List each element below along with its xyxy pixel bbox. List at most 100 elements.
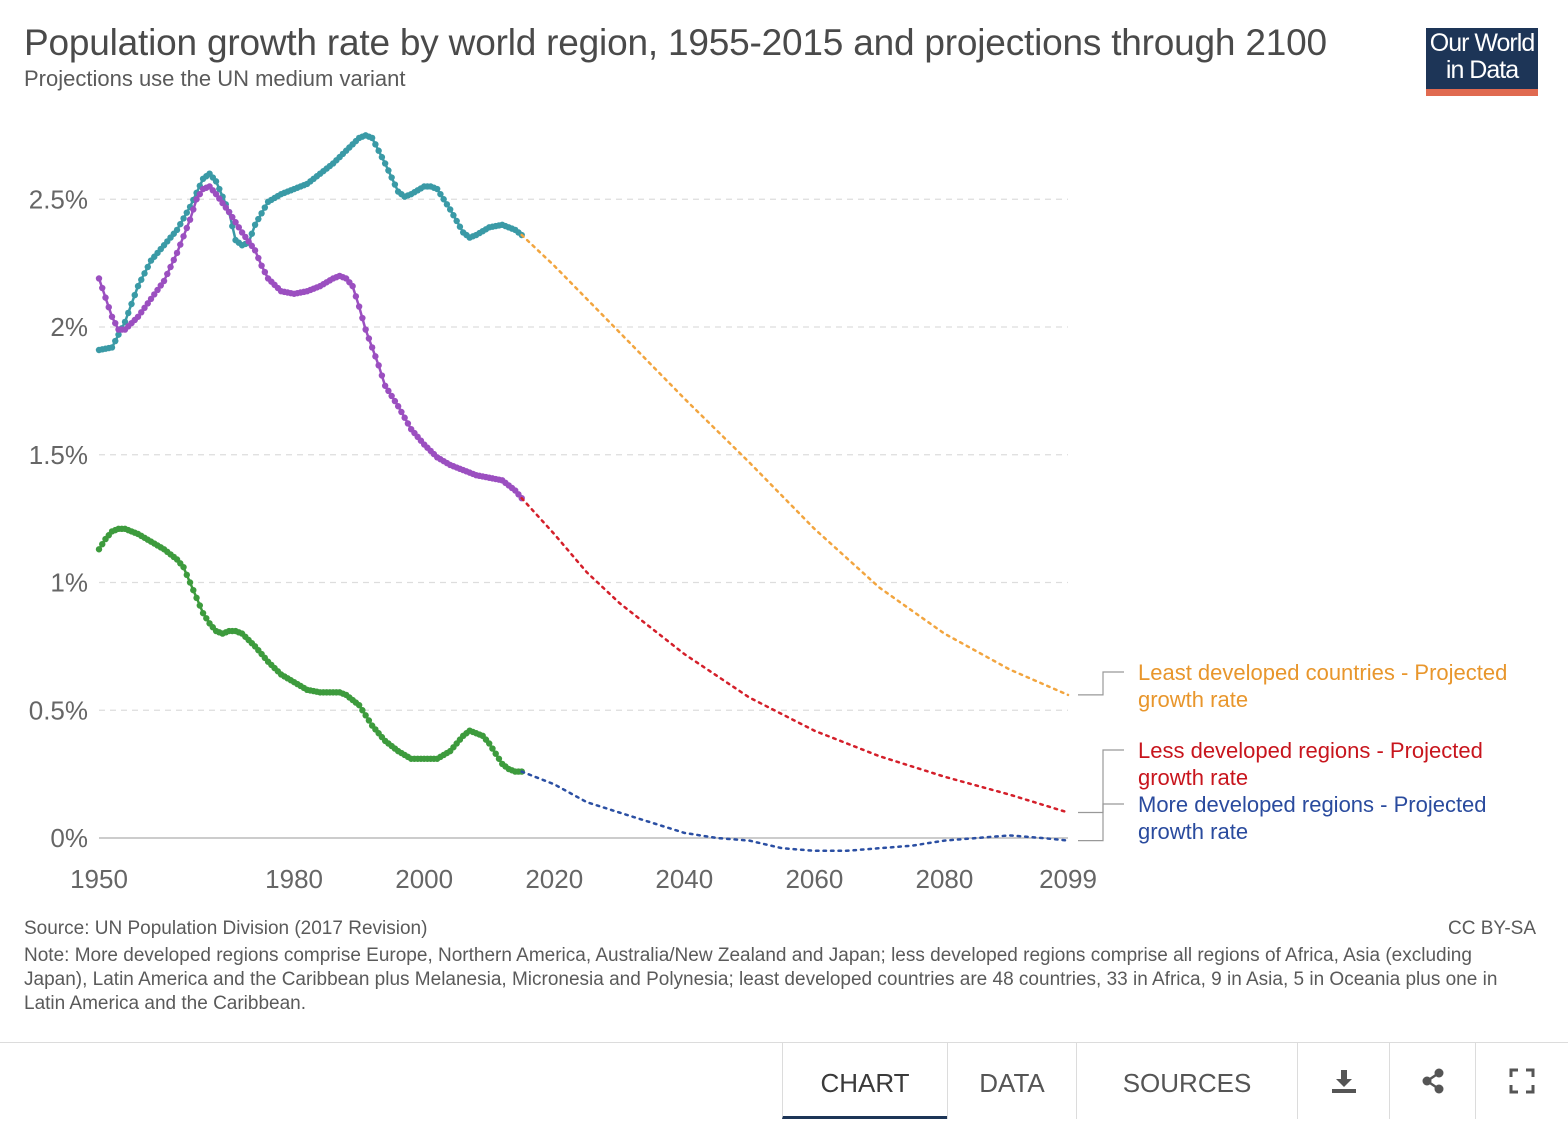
legend-label: Less developed regions - Projected <box>1138 738 1483 763</box>
y-tick-label: 2.5% <box>29 184 88 214</box>
data-point <box>258 262 265 269</box>
data-point <box>157 282 164 289</box>
data-point <box>177 241 184 248</box>
x-tick-label: 2080 <box>916 864 974 894</box>
data-point <box>229 213 236 221</box>
data-point <box>251 221 259 228</box>
data-point <box>173 249 181 257</box>
tab-chart[interactable]: CHART <box>782 1043 947 1119</box>
series-group <box>95 132 525 354</box>
data-point <box>440 196 447 203</box>
y-tick-label: 2% <box>50 312 88 342</box>
source-text: Source: UN Population Division (2017 Rev… <box>24 918 428 939</box>
data-point <box>232 219 239 226</box>
data-point <box>372 141 379 148</box>
data-point <box>368 344 376 351</box>
logo-line-2: in Data <box>1445 56 1519 84</box>
data-point <box>375 147 382 154</box>
data-point <box>255 254 262 262</box>
series-group <box>520 496 1070 814</box>
data-point <box>164 270 171 278</box>
data-point <box>108 344 116 351</box>
line-chart: 0% 0.5% 1% 1.5% 2% 2.5% 1950 1980 2000 2020 2040 20… <box>29 132 1507 894</box>
series-group <box>520 233 1070 697</box>
tab-data[interactable]: DATA <box>947 1043 1076 1119</box>
note-text: Note: More developed regions comprise Eu… <box>24 945 1498 1014</box>
legend-label: growth rate <box>1138 819 1248 844</box>
data-point <box>173 226 181 234</box>
data-point <box>115 331 122 338</box>
data-point <box>391 397 399 405</box>
data-point <box>388 174 395 181</box>
y-tick-label: 1.5% <box>29 440 88 470</box>
data-point <box>186 216 194 223</box>
data-point <box>99 284 106 292</box>
series-group <box>520 770 1070 853</box>
download-icon <box>1331 1070 1356 1093</box>
data-point <box>193 196 200 203</box>
data-point <box>125 309 132 317</box>
fullscreen-icon <box>1509 1068 1535 1094</box>
license-text[interactable]: CC BY-SA <box>1448 918 1536 939</box>
data-point <box>248 242 256 250</box>
y-tick-label: 1% <box>50 568 88 598</box>
data-point <box>131 291 138 299</box>
data-point <box>394 403 402 410</box>
legend-connector <box>1078 803 1124 842</box>
data-point <box>170 256 177 264</box>
data-point <box>443 201 451 208</box>
data-point <box>385 167 392 174</box>
data-point <box>180 563 187 571</box>
data-point <box>196 602 204 609</box>
data-point <box>492 750 499 757</box>
series-line <box>97 185 523 500</box>
data-point <box>141 270 148 277</box>
data-point <box>112 319 119 327</box>
owid-logo[interactable]: Our World in Data <box>1426 28 1538 96</box>
data-point <box>248 230 256 237</box>
data-point <box>95 546 103 553</box>
data-point <box>216 185 223 193</box>
data-point <box>144 300 151 307</box>
data-point <box>372 353 379 360</box>
legend-label: growth rate <box>1138 765 1248 790</box>
data-point <box>222 204 230 211</box>
data-point <box>95 275 103 282</box>
data-point <box>368 134 376 142</box>
tab-sources[interactable]: SOURCES <box>1076 1043 1297 1119</box>
data-point <box>144 263 151 271</box>
data-point <box>177 220 184 228</box>
data-point <box>437 190 444 198</box>
data-point <box>180 233 187 240</box>
data-point <box>180 215 187 222</box>
data-point <box>238 229 246 236</box>
data-point <box>235 224 243 231</box>
fullscreen-button[interactable] <box>1475 1043 1568 1119</box>
data-point <box>134 282 142 290</box>
share-button[interactable] <box>1389 1043 1475 1119</box>
chart-subtitle: Projections use the UN medium variant <box>24 66 406 91</box>
share-icon <box>1422 1068 1443 1094</box>
data-point <box>433 185 441 193</box>
data-point <box>365 717 373 724</box>
footer-toolbar: CHART DATA SOURCES <box>0 1042 1568 1126</box>
data-point <box>186 579 194 586</box>
data-point <box>489 745 496 752</box>
data-point <box>486 740 493 747</box>
data-point <box>378 153 386 161</box>
x-tick-label: 1950 <box>70 864 128 894</box>
data-point <box>378 372 386 379</box>
data-point <box>138 309 145 316</box>
data-point <box>398 408 405 416</box>
data-point <box>203 615 210 622</box>
y-tick-label: 0% <box>50 823 88 853</box>
data-point <box>381 382 389 389</box>
data-point <box>183 224 190 232</box>
download-button[interactable] <box>1297 1043 1389 1119</box>
data-point <box>199 609 207 617</box>
legend-connector <box>1078 749 1124 814</box>
data-point <box>362 712 369 719</box>
data-point <box>446 206 454 213</box>
x-tick-label: 2099 <box>1039 864 1097 894</box>
data-point <box>183 209 190 216</box>
